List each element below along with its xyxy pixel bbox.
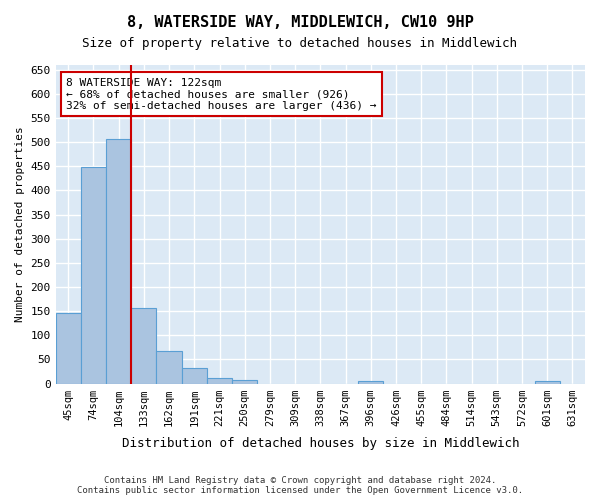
Bar [56,312,81,384]
Y-axis label: Number of detached properties: Number of detached properties [15,126,25,322]
Bar [232,380,257,384]
Bar [131,308,157,384]
X-axis label: Distribution of detached houses by size in Middlewich: Distribution of detached houses by size … [122,437,519,450]
Bar [358,381,383,384]
Text: 8 WATERSIDE WAY: 122sqm
← 68% of detached houses are smaller (926)
32% of semi-d: 8 WATERSIDE WAY: 122sqm ← 68% of detache… [66,78,377,111]
Text: Contains HM Land Registry data © Crown copyright and database right 2024.
Contai: Contains HM Land Registry data © Crown c… [77,476,523,495]
Bar [182,368,207,384]
Bar [106,140,131,384]
Text: Size of property relative to detached houses in Middlewich: Size of property relative to detached ho… [83,38,517,51]
Bar [207,378,232,384]
Bar [535,381,560,384]
Text: 8, WATERSIDE WAY, MIDDLEWICH, CW10 9HP: 8, WATERSIDE WAY, MIDDLEWICH, CW10 9HP [127,15,473,30]
Bar [81,168,106,384]
Bar [157,350,182,384]
